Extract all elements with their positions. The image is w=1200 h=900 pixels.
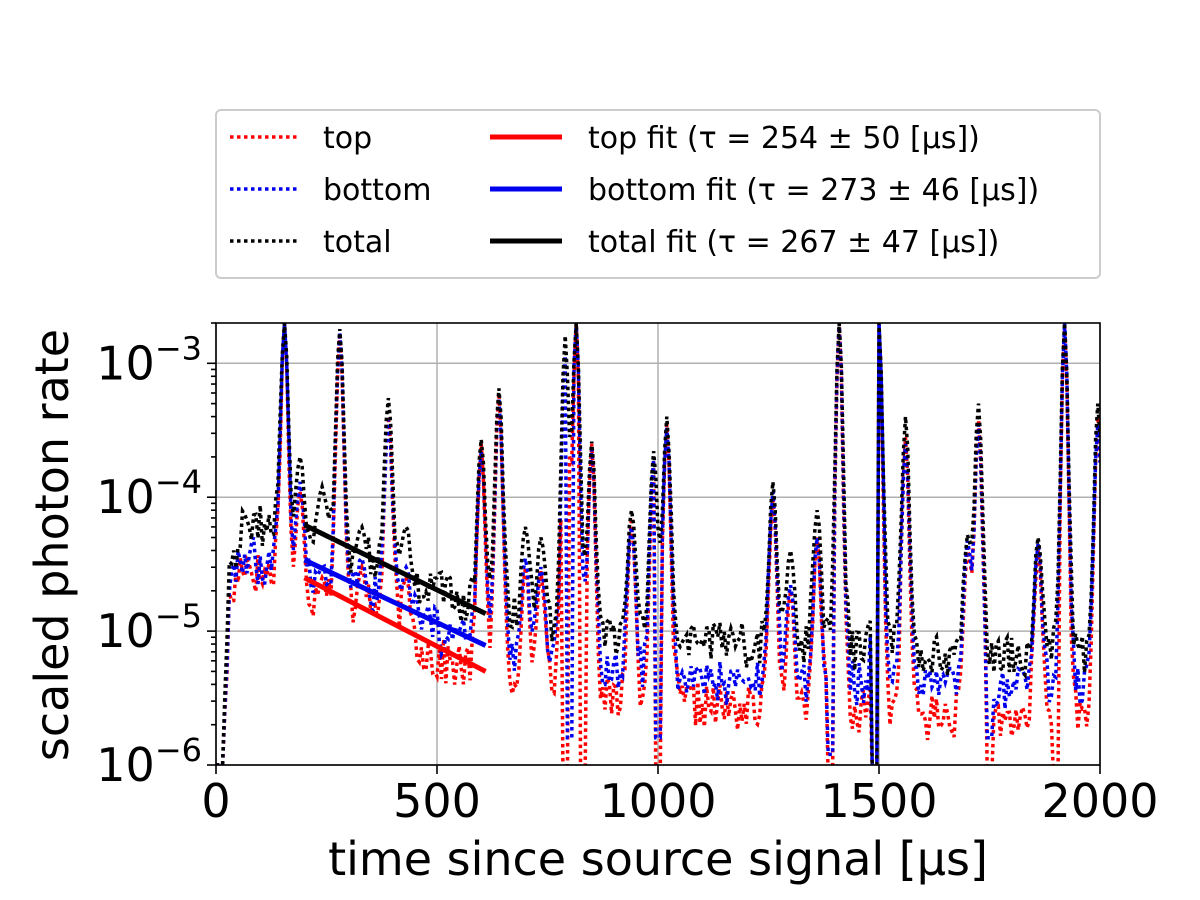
y-tick-base: 10 <box>96 738 155 792</box>
legend-label: top fit (τ = 254 ± 50 [μs]) <box>588 121 980 156</box>
y-tick-exponent: −3 <box>155 329 202 367</box>
x-tick-label: 2000 <box>1041 774 1158 828</box>
fit-line-3 <box>303 522 487 616</box>
series-total-line <box>216 323 1100 765</box>
fit-line-1 <box>303 575 487 674</box>
y-tick-base: 10 <box>96 336 155 390</box>
legend: top bottom total top fit (τ = 254 ± 50 [μs]… <box>215 109 1101 279</box>
legend-label: bottom fit (τ = 273 ± 46 [μs]) <box>588 173 1039 208</box>
y-tick-base: 10 <box>96 604 155 658</box>
legend-frame <box>215 109 1101 279</box>
x-axis-label: time since source signal [μs] <box>328 832 988 886</box>
legend-label: total fit (τ = 267 ± 47 [μs]) <box>588 225 999 260</box>
y-axis-label: scaled photon rate <box>25 329 79 761</box>
legend-label: total <box>323 225 392 260</box>
y-tick-label: 10−6 <box>96 731 202 792</box>
legend-label: top <box>323 121 372 156</box>
x-tick-label: 0 <box>201 774 230 828</box>
y-tick-exponent: −4 <box>155 463 202 501</box>
y-tick-base: 10 <box>96 470 155 524</box>
legend-label: bottom <box>323 173 432 208</box>
y-tick-label: 10−5 <box>96 597 202 658</box>
y-tick-label: 10−3 <box>96 329 202 390</box>
y-tick-exponent: −5 <box>155 597 202 635</box>
x-tick-label: 500 <box>393 774 481 828</box>
plot-area <box>216 323 1100 765</box>
x-tick-label: 1000 <box>599 774 716 828</box>
axes <box>207 322 1101 774</box>
y-tick-exponent: −6 <box>155 731 202 769</box>
x-tick-label: 1500 <box>820 774 937 828</box>
fit-line-2 <box>303 557 487 648</box>
series-bottom-line <box>216 323 1100 765</box>
y-tick-label: 10−4 <box>96 463 202 524</box>
plot-frame <box>215 322 1101 766</box>
